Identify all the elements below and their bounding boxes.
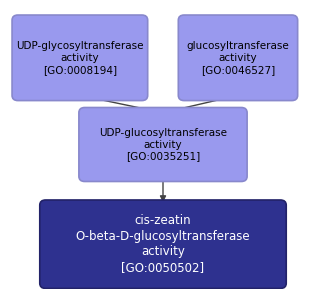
Text: cis-zeatin
O-beta-D-glucosyltransferase
activity
[GO:0050502]: cis-zeatin O-beta-D-glucosyltransferase …: [76, 214, 250, 274]
FancyBboxPatch shape: [178, 15, 298, 101]
Text: UDP-glucosyltransferase
activity
[GO:0035251]: UDP-glucosyltransferase activity [GO:003…: [99, 127, 227, 162]
Text: UDP-glycosyltransferase
activity
[GO:0008194]: UDP-glycosyltransferase activity [GO:000…: [16, 41, 144, 75]
FancyBboxPatch shape: [12, 15, 148, 101]
Text: glucosyltransferase
activity
[GO:0046527]: glucosyltransferase activity [GO:0046527…: [186, 41, 289, 75]
FancyBboxPatch shape: [79, 108, 247, 181]
FancyBboxPatch shape: [40, 200, 286, 288]
